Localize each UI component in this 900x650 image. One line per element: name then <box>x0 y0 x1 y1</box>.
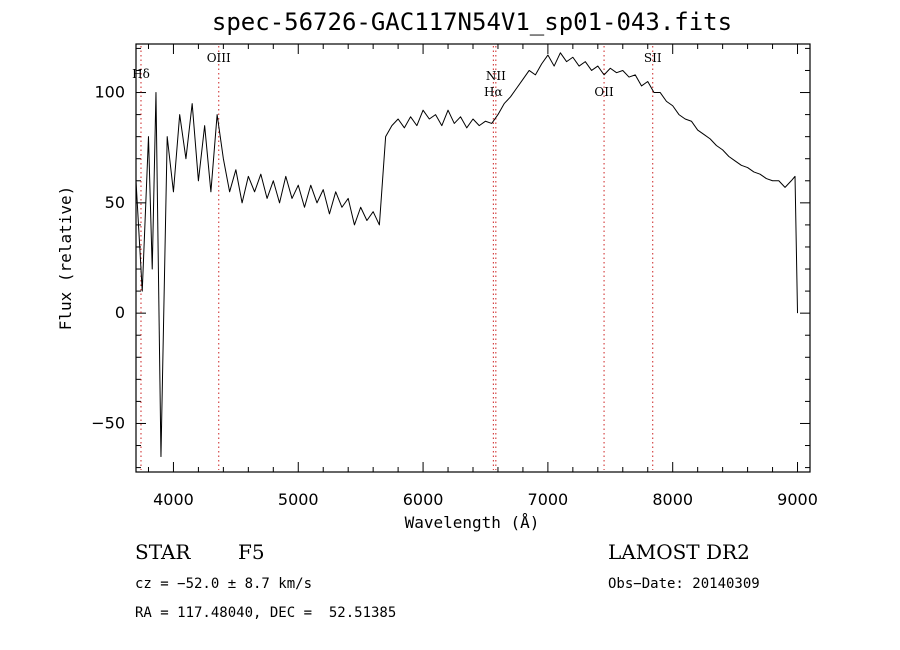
x-tick-label: 7000 <box>528 490 569 509</box>
spectral-line-label: Hα <box>484 85 503 99</box>
y-tick-label: −50 <box>91 413 125 432</box>
x-tick-label: 4000 <box>153 490 194 509</box>
y-axis-label: Flux (relative) <box>56 186 75 331</box>
y-tick-label: 50 <box>105 193 125 212</box>
observation-date: Obs−Date: 20140309 <box>608 576 760 592</box>
spectral-line-label: NII <box>486 69 506 83</box>
coordinates-readout: RA = 117.48040, DEC = 52.51385 <box>135 605 397 621</box>
chart-title: spec-56726-GAC117N54V1_sp01-043.fits <box>212 8 732 36</box>
x-tick-label: 5000 <box>278 490 319 509</box>
spectral-line-label: OIII <box>207 51 231 65</box>
spectral-line-label: SII <box>644 51 662 65</box>
plot-frame <box>135 43 811 473</box>
spectrum-series-line <box>135 52 799 458</box>
y-tick-label: 100 <box>94 83 125 102</box>
y-tick-label: 0 <box>115 303 125 322</box>
x-axis-label: Wavelength (Å) <box>405 513 540 532</box>
velocity-readout: cz = −52.0 ± 8.7 km/s <box>135 576 313 592</box>
object-subclass: F5 <box>238 540 265 564</box>
spectral-line-label: OII <box>594 85 614 99</box>
survey-name: LAMOST DR2 <box>608 540 750 564</box>
x-tick-label: 6000 <box>403 490 444 509</box>
object-class: STAR <box>135 540 191 564</box>
spectral-line-label: Hδ <box>132 67 150 81</box>
x-tick-label: 8000 <box>652 490 693 509</box>
x-tick-label: 9000 <box>777 490 818 509</box>
